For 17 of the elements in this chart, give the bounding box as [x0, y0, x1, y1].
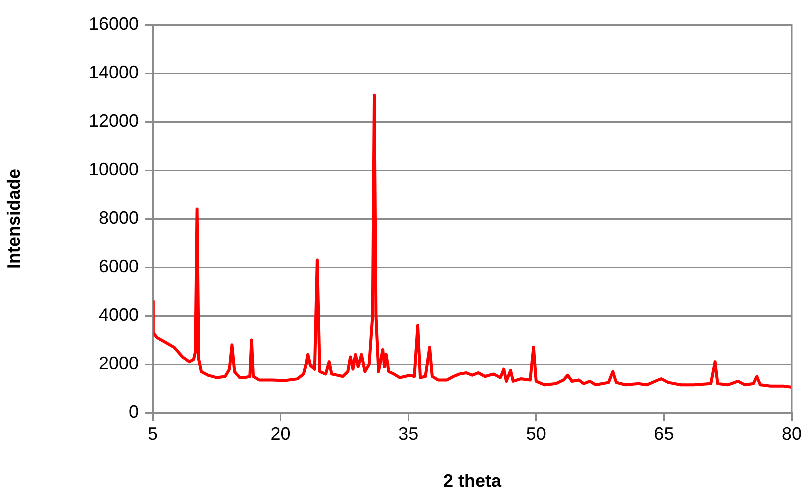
- x-tick-label: 35: [398, 424, 419, 444]
- y-tick-label: 6000: [98, 256, 139, 276]
- y-tick-label: 16000: [88, 14, 139, 34]
- y-tick-label: 10000: [88, 159, 139, 180]
- y-tick-label: 0: [128, 402, 139, 422]
- x-axis-title: 2 theta: [443, 471, 502, 492]
- y-axis-title: Intensidade: [4, 168, 24, 270]
- y-tick-label: 12000: [88, 110, 139, 131]
- x-tick-label: 20: [270, 424, 291, 444]
- y-tick-label: 8000: [98, 208, 139, 228]
- y-tick-label: 4000: [98, 304, 139, 325]
- x-tick-label: 5: [148, 424, 158, 444]
- y-tick-label: 2000: [98, 353, 139, 374]
- x-tick-label: 65: [654, 424, 674, 444]
- x-tick-label: 50: [526, 424, 546, 444]
- x-tick-label: 80: [782, 424, 802, 444]
- y-tick-label: 14000: [88, 62, 139, 82]
